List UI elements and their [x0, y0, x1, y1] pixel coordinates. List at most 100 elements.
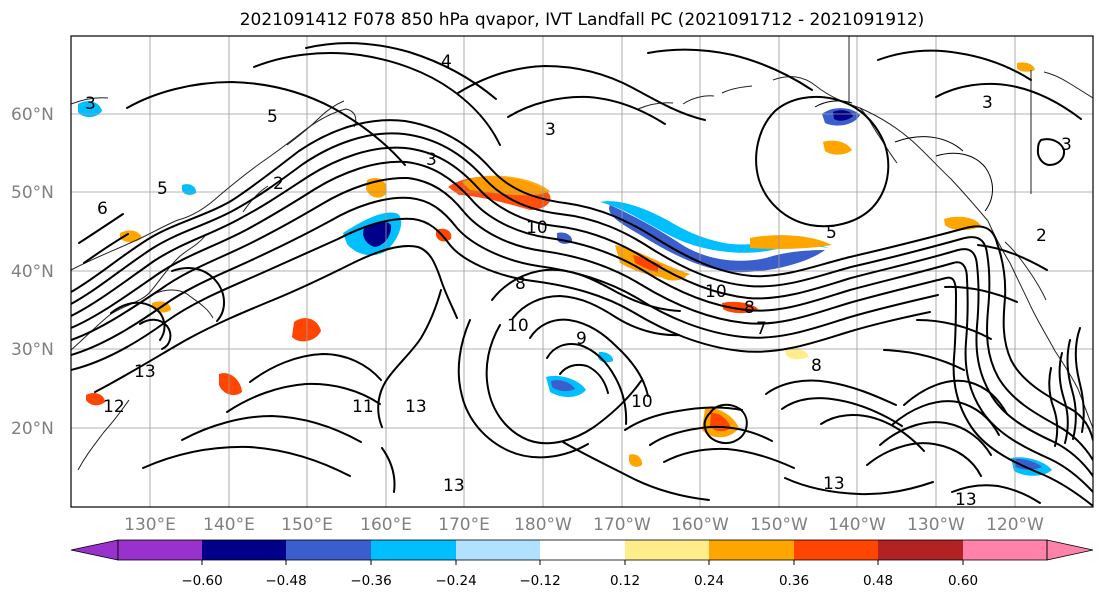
anomaly-patch: [1017, 62, 1035, 72]
contour-line: [507, 95, 666, 125]
longitude-tick-label: 120°W: [986, 515, 1044, 535]
contour-label: 13: [955, 490, 977, 510]
colorbar-tick-label: −0.24: [435, 573, 476, 589]
contour-label-layer: 4 3 5 3 3 6 5 2 3 10 8 9 10 10 8 7 13 11…: [85, 52, 1072, 510]
anomaly-patch: [219, 373, 242, 396]
contour-label: 13: [443, 476, 465, 496]
contour-line: [663, 447, 795, 469]
contour-line: [562, 441, 710, 501]
colorbar-swatch: [794, 540, 878, 560]
contour-label: 10: [631, 392, 653, 412]
coastline: [77, 399, 130, 471]
contour-line: [305, 42, 497, 100]
anomaly-patch: [629, 454, 643, 467]
longitude-tick-label: 150°E: [281, 515, 333, 535]
colorbar-tick-label: −0.12: [519, 573, 560, 589]
contour-line: [126, 81, 406, 166]
contour-line: [110, 301, 166, 341]
coastal-contour: [814, 100, 853, 108]
contour-line: [142, 445, 351, 477]
contour-line: [71, 217, 931, 371]
coastlines: [71, 36, 1093, 471]
contour-label: 5: [826, 223, 837, 243]
anomaly-patch: [78, 101, 102, 118]
colorbar-tick-label: 0.24: [694, 573, 724, 589]
contour-line: [253, 52, 501, 146]
contour-line: [529, 318, 649, 397]
contour-line: [181, 415, 362, 443]
contour-label: 3: [426, 150, 437, 170]
longitude-tick-label: 140°E: [203, 515, 255, 535]
contour-line: [71, 146, 1093, 477]
anomaly-patch: [750, 235, 832, 249]
coastline: [286, 100, 345, 146]
anomaly-patch: [785, 347, 809, 360]
contour-line: [71, 160, 1093, 493]
contour-line: [71, 119, 1093, 441]
anomaly-patch: [86, 392, 105, 406]
colorbar-swatch: [371, 540, 456, 560]
contour-line: [139, 318, 172, 350]
contour-line: [457, 319, 589, 459]
coastline: [772, 76, 989, 222]
coastline: [637, 102, 674, 110]
contour-line: [485, 324, 642, 445]
contour-line: [866, 442, 982, 477]
coastline: [149, 289, 214, 319]
coastline: [1004, 241, 1047, 301]
colorbar-swatch: [456, 540, 540, 560]
colorbar-swatch: [202, 540, 286, 560]
contour-label: 6: [97, 199, 108, 219]
contour-line: [649, 425, 773, 446]
colorbar-swatch: [540, 540, 625, 560]
contour-label: 8: [515, 274, 526, 294]
contour-line: [512, 295, 680, 337]
anomaly-patch: [833, 110, 853, 121]
anomaly-patch: [1013, 458, 1042, 470]
map-frame: [70, 35, 1094, 508]
colorbar-tick-label: −0.48: [265, 573, 306, 589]
coastline: [987, 220, 1056, 352]
contour-label: 4: [441, 52, 452, 72]
coastline: [1054, 350, 1093, 429]
contour-line: [491, 268, 681, 312]
contour-line: [781, 397, 903, 427]
contour-line: [916, 319, 992, 340]
contour-label: 8: [744, 298, 755, 318]
contour-label: 13: [823, 474, 845, 494]
latitude-tick-labels: 60°N 50°N 40°N 30°N 20°N: [11, 105, 54, 439]
coastline: [71, 235, 206, 351]
coastline: [1043, 71, 1093, 99]
contour-line: [71, 176, 1093, 507]
contour-line: [935, 82, 1082, 120]
colorbar-swatch: [878, 540, 963, 560]
contour-label: 3: [545, 120, 556, 140]
colorbar-swatch: [118, 540, 202, 560]
contour-line: [944, 285, 1018, 303]
colorbar-extend-low: [70, 539, 119, 561]
contour-line: [784, 477, 934, 496]
contour-line: [883, 349, 965, 371]
contour-line: [1066, 339, 1077, 440]
contour-label: 10: [507, 316, 529, 336]
contour-line: [78, 213, 124, 244]
longitude-tick-label: 150°W: [750, 515, 808, 535]
contour-line: [903, 379, 1008, 415]
contour-line: [1048, 367, 1059, 447]
contour-line: [877, 49, 1032, 81]
contour-label: 3: [982, 93, 993, 113]
coastal-detail: [814, 100, 993, 212]
anomaly-patch: [462, 175, 550, 196]
contour-label: 5: [267, 107, 278, 127]
contour-label: 2: [273, 174, 284, 194]
contour-label: 5: [157, 179, 168, 199]
contour-label: 10: [705, 282, 727, 302]
colorbar: −0.60 −0.48 −0.36 −0.24 −0.12 0.12 0.24 …: [70, 539, 1094, 589]
colorbar-swatch: [709, 540, 794, 560]
contour-label: 11: [352, 397, 374, 417]
longitude-tick-label: 160°W: [671, 515, 729, 535]
contour-line: [249, 353, 382, 383]
contour-label: 3: [1061, 135, 1072, 155]
contour-label: 8: [811, 356, 822, 376]
latitude-tick-label: 40°N: [11, 262, 54, 282]
